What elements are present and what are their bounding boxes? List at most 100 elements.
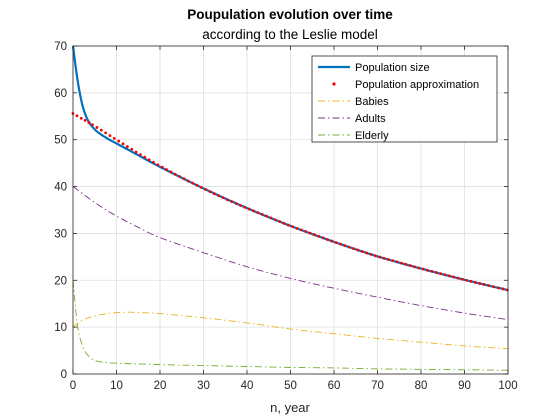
approximation-point [221,196,225,200]
approximation-point [460,277,464,281]
series-line-adults [72,186,509,321]
approximation-point [121,142,125,146]
approximation-point [339,242,342,246]
approximation-point [439,272,442,276]
approximation-point [452,275,456,279]
legend-label: Population size [355,62,430,74]
legend: Population size Population approximation B… [311,55,498,143]
approximation-point [382,256,386,260]
approximation-point [443,273,447,277]
approximation-point [278,220,282,223]
x-tick-label: 50 [284,380,297,392]
approximation-point [408,264,412,267]
approximation-point [212,192,216,196]
approximation-point [326,238,329,241]
approximation-point [195,183,199,187]
tick-group: 0 10 20 30 40 50 60 70 80 90 100 0 10 20 30 40 50 60 70 [54,41,517,392]
approximation-point [87,121,91,124]
x-tick-label: 30 [197,380,210,392]
approximation-point [199,185,203,189]
y-tick-label: 40 [54,182,67,194]
x-tick-label: 100 [498,380,517,392]
approximation-point [160,165,164,169]
approximation-point [91,123,94,127]
approximation-point [226,198,229,202]
approximation-point [234,202,238,205]
approximation-point [95,126,99,129]
approximation-point [286,223,290,227]
legend-items: Population size Population approximation B… [318,62,479,142]
approximation-point [247,207,251,211]
approximation-point [308,231,312,235]
approximation-point [260,212,264,216]
approximation-point [473,281,477,284]
approximation-point [291,225,295,229]
series-line-elderly [72,280,509,371]
y-tick-label: 70 [54,41,67,53]
legend-box [311,55,498,143]
series-population-approximation [71,112,509,292]
y-tick-label: 20 [54,275,67,287]
approximation-point [299,228,303,232]
series-babies [72,311,509,350]
approximation-point [313,233,316,237]
y-tick-label: 10 [54,322,67,334]
x-tick-label: 0 [70,380,76,392]
approximation-point [501,287,505,291]
y-tick-label: 60 [54,88,67,100]
approximation-point [147,158,151,162]
approximation-point [186,179,190,183]
approximation-point [165,168,168,171]
approximation-point [391,259,395,263]
approximation-point [400,261,403,265]
approximation-point [169,170,173,174]
legend-item-elderly: Elderly [318,130,389,142]
approximation-point [125,145,129,148]
legend-item-babies: Babies [318,96,389,108]
approximation-point [295,226,299,230]
x-tick-label: 80 [415,380,428,392]
approximation-point [230,200,234,204]
approximation-point [343,244,347,248]
approximation-point [239,203,242,207]
approximation-point [321,236,325,240]
approximation-point [83,118,87,122]
approximation-point [139,153,142,157]
approximation-point [352,247,355,251]
approximation-point [130,147,134,151]
approximation-point [104,131,108,135]
legend-label: Adults [355,113,386,125]
approximation-point [178,175,181,178]
series-elderly [72,280,509,371]
approximation-point [430,270,434,273]
legend-marker [332,82,336,86]
approximation-point [252,209,255,213]
approximation-point [497,286,500,290]
approximation-point [191,181,195,185]
legend-item-population-size: Population size [318,62,430,74]
legend-label: Elderly [355,130,389,142]
legend-label: Population approximation [355,79,479,91]
approximation-point [243,205,247,209]
approximation-point [273,218,277,222]
approximation-point [417,266,421,270]
chart-title: Poupulation evolution over time [187,7,393,22]
approximation-point [75,114,79,118]
approximation-point [182,177,186,181]
series-group [71,45,509,371]
approximation-point [469,279,473,283]
x-tick-label: 70 [371,380,384,392]
approximation-point [456,276,460,280]
approximation-point [395,260,399,264]
y-tick-label: 50 [54,135,67,147]
approximation-point [478,282,482,285]
approximation-point [492,285,495,289]
x-tick-label: 20 [154,380,167,392]
approximation-point [217,194,221,198]
legend-item-population-approximation: Population approximation [332,79,479,91]
approximation-point [330,239,334,243]
series-line-babies [72,311,509,350]
approximation-point [99,128,103,132]
approximation-point [204,188,208,191]
